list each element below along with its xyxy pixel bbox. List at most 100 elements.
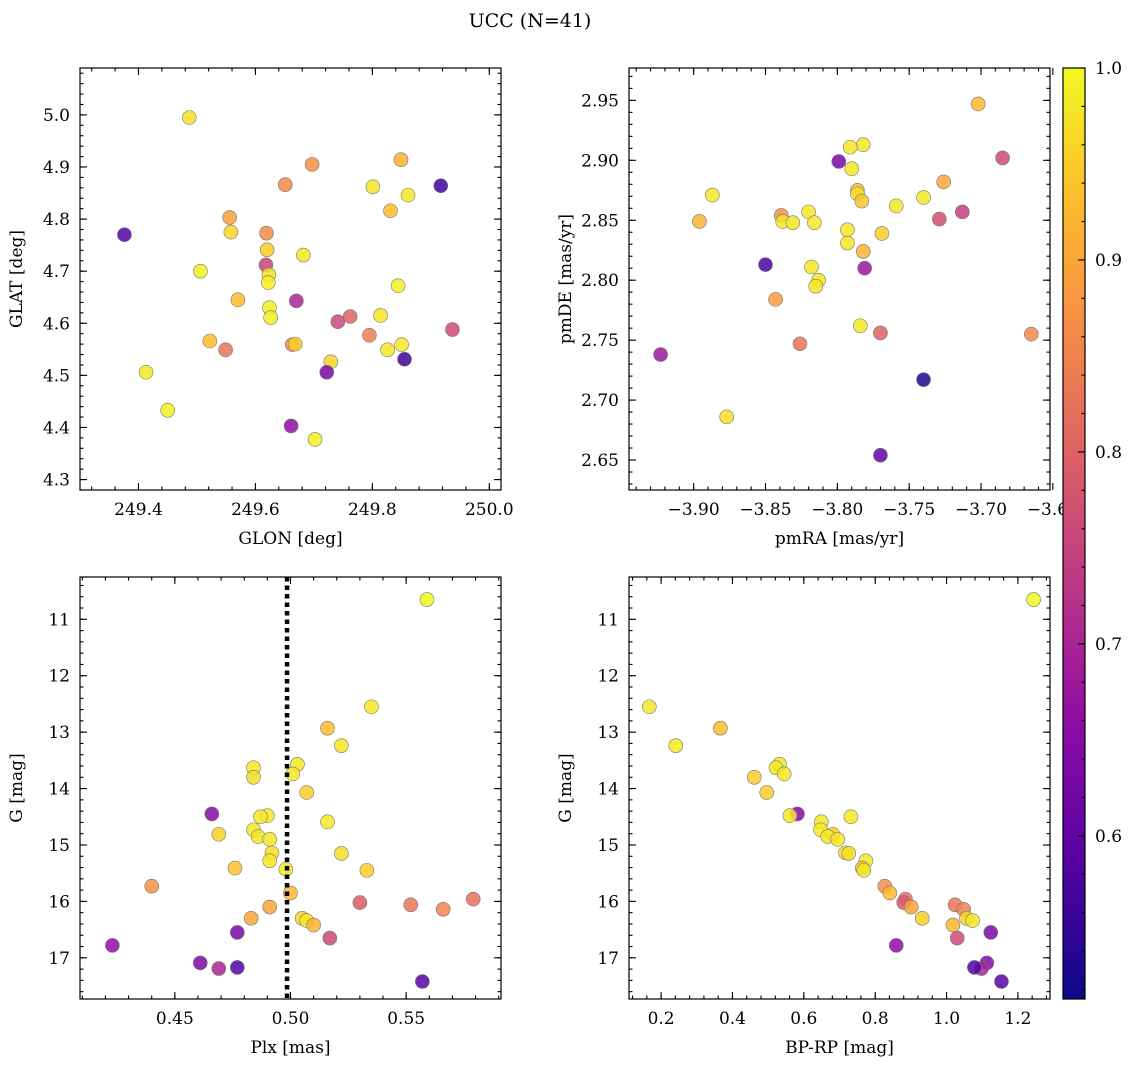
- colorbar: 0.6 0.7 0.8 0.9 1.0: [1062, 59, 1122, 1000]
- scatter-point: [841, 846, 857, 861]
- scatter-point: [322, 930, 338, 946]
- scatter-point: [776, 766, 792, 782]
- x-tick-label: 0.55: [387, 1009, 425, 1029]
- panel-bprp-g: 0.2 0.4 0.6 0.8 1.0 1.2 11 12 13 14 15 16 17 BP-RP [m…: [556, 576, 1051, 1058]
- scatter-point: [768, 292, 783, 307]
- x-tick-label: −3.70: [955, 500, 1007, 520]
- x-tick-label: −3.85: [739, 500, 791, 520]
- scatter-point: [383, 203, 398, 219]
- scatter-point: [359, 863, 375, 878]
- scatter-point: [970, 96, 986, 112]
- scatter-point: [945, 917, 961, 933]
- scatter-point: [277, 177, 293, 193]
- scatter-point: [352, 895, 368, 910]
- scatter-point: [229, 960, 245, 975]
- scatter-point: [853, 318, 868, 334]
- scatter-point: [365, 179, 381, 195]
- scatter-point: [330, 314, 346, 330]
- y-tick-label: 13: [597, 723, 619, 743]
- scatter-point: [855, 244, 871, 259]
- scatter-point: [229, 925, 245, 940]
- scatter-point: [307, 432, 323, 447]
- y-tick-label: 15: [597, 836, 619, 856]
- scatter-point: [204, 806, 220, 822]
- scatter-point: [914, 911, 930, 926]
- scatter-point: [840, 222, 855, 238]
- scatter-point: [983, 925, 999, 940]
- y-tick-label: 4.5: [43, 366, 70, 386]
- scatter-point: [218, 342, 233, 358]
- scatter-point: [192, 955, 208, 971]
- y-axis-label: G [mag]: [556, 753, 576, 822]
- x-tick-label: 1.0: [933, 1009, 960, 1029]
- scatter-point: [955, 204, 970, 220]
- scatter-point: [840, 235, 855, 251]
- scatter-point: [362, 327, 377, 343]
- y-tick-label: 2.65: [581, 451, 619, 471]
- x-axis-label: GLON [deg]: [238, 529, 342, 549]
- scatter-point: [262, 832, 277, 847]
- y-tick-label: 2.90: [581, 151, 619, 171]
- scatter-point: [713, 720, 728, 736]
- y-tick-label: 13: [48, 723, 70, 743]
- y-tick-label: 4.4: [43, 418, 70, 438]
- colorbar-tick-label: 0.8: [1095, 443, 1122, 463]
- y-tick-label: 17: [48, 949, 70, 969]
- scatter-point: [289, 293, 304, 309]
- scatter-point: [259, 225, 274, 241]
- scatter-point: [435, 901, 451, 917]
- scatter-point: [397, 351, 412, 367]
- x-axis-label: BP-RP [mag]: [785, 1038, 894, 1058]
- scatter-point: [642, 699, 657, 715]
- x-tick-label: 249.4: [114, 500, 163, 520]
- scatter-point: [222, 210, 237, 225]
- scatter-point: [193, 263, 208, 279]
- scatter-point: [692, 214, 707, 229]
- scatter-point: [792, 336, 808, 352]
- scatter-point: [844, 161, 860, 177]
- scatter-point: [262, 853, 277, 869]
- scatter-point: [283, 885, 298, 901]
- y-tick-label: 14: [597, 780, 619, 800]
- y-tick-label: 2.70: [581, 391, 619, 411]
- scatter-point: [144, 878, 160, 894]
- x-tick-label: 0.4: [719, 1009, 746, 1029]
- data-points: [653, 96, 1039, 463]
- scatter-point: [380, 342, 395, 358]
- scatter-point: [830, 832, 846, 847]
- scatter-point: [843, 809, 859, 825]
- scatter-point: [465, 891, 481, 907]
- scatter-point: [995, 150, 1010, 166]
- scatter-point: [882, 885, 898, 901]
- scatter-point: [296, 247, 311, 263]
- x-tick-label: 0.6: [790, 1009, 817, 1029]
- scatter-point: [759, 785, 775, 800]
- scatter-point: [243, 911, 259, 926]
- scatter-point: [211, 961, 227, 976]
- scatter-point: [320, 814, 335, 830]
- scatter-point: [758, 257, 773, 272]
- scatter-point: [160, 402, 176, 418]
- scatter-point: [668, 738, 684, 753]
- scatter-point: [334, 738, 349, 753]
- scatter-point: [259, 242, 275, 258]
- y-axis-label: G [mag]: [7, 753, 27, 822]
- y-tick-label: 2.80: [581, 271, 619, 291]
- y-tick-label: 4.3: [43, 471, 70, 491]
- colorbar-tick-label: 0.6: [1095, 827, 1122, 847]
- colorbar-tick-label: 0.9: [1095, 251, 1122, 271]
- scatter-point: [705, 187, 720, 203]
- scatter-point: [182, 110, 197, 125]
- scatter-point: [246, 769, 261, 785]
- scatter-point: [211, 826, 227, 842]
- scatter-point: [932, 211, 947, 227]
- scatter-point: [888, 938, 904, 953]
- x-tick-label: 249.8: [348, 500, 397, 520]
- scatter-point: [319, 364, 335, 380]
- scatter-point: [373, 308, 388, 323]
- scatter-point: [117, 227, 132, 243]
- data-points: [117, 110, 460, 447]
- x-tick-label: 0.2: [648, 1009, 675, 1029]
- scatter-point: [400, 187, 416, 203]
- scatter-point: [342, 309, 358, 324]
